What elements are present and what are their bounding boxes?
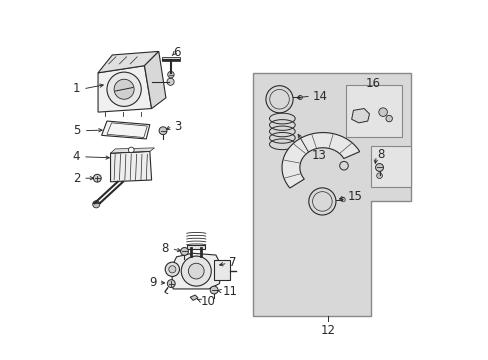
Circle shape [166,78,174,85]
Circle shape [165,262,179,276]
Polygon shape [351,109,369,123]
Text: 10: 10 [201,295,215,308]
Text: 2: 2 [73,172,80,185]
Polygon shape [171,253,221,289]
Text: 12: 12 [320,324,335,337]
Circle shape [375,163,383,171]
Polygon shape [282,132,359,188]
Text: 3: 3 [173,120,181,133]
Circle shape [107,72,141,107]
Polygon shape [98,51,159,73]
Text: 16: 16 [365,77,380,90]
Circle shape [180,248,188,255]
Text: 7: 7 [229,256,237,269]
Circle shape [378,108,386,116]
Circle shape [181,256,211,286]
Polygon shape [190,295,198,300]
Polygon shape [253,73,410,316]
Circle shape [340,198,345,202]
Text: 4: 4 [73,150,80,163]
Polygon shape [110,152,151,182]
Circle shape [188,263,203,279]
Circle shape [128,147,134,153]
Text: 8: 8 [377,148,384,162]
Text: 1: 1 [73,82,80,95]
Bar [162,57,180,61]
Text: 15: 15 [347,190,362,203]
Bar [214,260,230,280]
Circle shape [210,286,218,294]
Text: 11: 11 [223,285,238,298]
Text: 13: 13 [311,149,326,162]
Circle shape [376,173,382,179]
Circle shape [93,174,101,182]
Circle shape [168,266,176,273]
Polygon shape [144,51,165,109]
Text: 5: 5 [73,124,81,137]
Text: 8: 8 [161,242,168,255]
Text: 14: 14 [312,90,326,103]
Circle shape [298,95,302,100]
Text: 6: 6 [173,46,180,59]
Polygon shape [98,66,151,112]
Polygon shape [187,245,205,249]
Polygon shape [102,121,149,139]
Circle shape [114,79,134,99]
Circle shape [167,71,174,78]
Bar [370,146,410,187]
Ellipse shape [271,114,293,150]
Circle shape [385,115,391,122]
Circle shape [167,280,175,288]
Text: 9: 9 [149,276,157,289]
Polygon shape [110,148,154,153]
Circle shape [159,127,166,135]
Bar [346,85,401,137]
Circle shape [93,201,100,208]
